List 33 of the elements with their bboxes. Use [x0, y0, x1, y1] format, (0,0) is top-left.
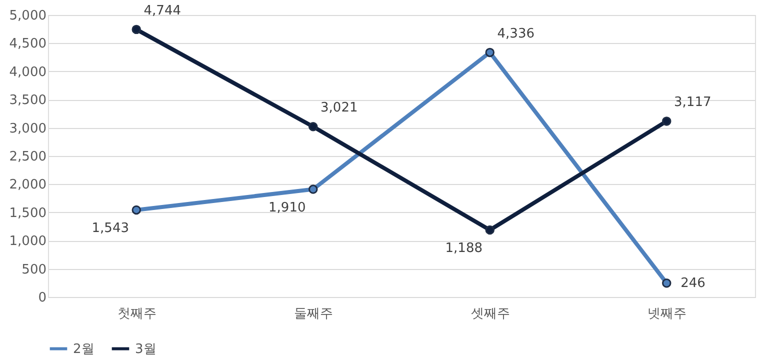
data-label: 1,910: [268, 200, 306, 216]
y-tick-label: 0: [38, 290, 46, 306]
y-tick-label: 3,500: [9, 93, 46, 108]
y-tick-label: 3,000: [9, 121, 46, 136]
point: [132, 205, 141, 215]
y-tick-label: 1,000: [9, 234, 46, 250]
x-tick-label: 첫째주: [117, 306, 156, 322]
point: [485, 48, 494, 58]
y-tick-label: 2,000: [9, 178, 46, 193]
data-label: 3,021: [320, 100, 358, 116]
data-label: 3,117: [674, 95, 712, 110]
point: [308, 184, 318, 194]
point: [132, 24, 141, 34]
data-label: 4,744: [144, 3, 181, 18]
data-label: 4,336: [497, 26, 534, 42]
point: [662, 278, 672, 288]
point: [662, 116, 672, 126]
y-tick-label: 1,500: [9, 206, 46, 221]
y-tick-label: 4,000: [9, 64, 46, 80]
legend-label: 2월: [73, 342, 94, 357]
y-tick-label: 4,500: [9, 36, 46, 52]
x-tick-label: 셋째주: [470, 306, 510, 322]
x-tick-label: 둘째주: [294, 306, 334, 322]
y-tick-label: 2,500: [9, 150, 46, 164]
data-label: 246: [680, 276, 706, 292]
point: [308, 122, 318, 132]
x-tick-label: 넷째주: [648, 306, 687, 322]
point: [485, 225, 494, 235]
y-tick-label: 5,000: [9, 8, 46, 24]
legend-label: 3월: [135, 342, 156, 357]
data-label: 1,188: [445, 240, 482, 256]
data-label: 1,543: [92, 220, 129, 236]
y-tick-label: 500: [22, 262, 46, 278]
